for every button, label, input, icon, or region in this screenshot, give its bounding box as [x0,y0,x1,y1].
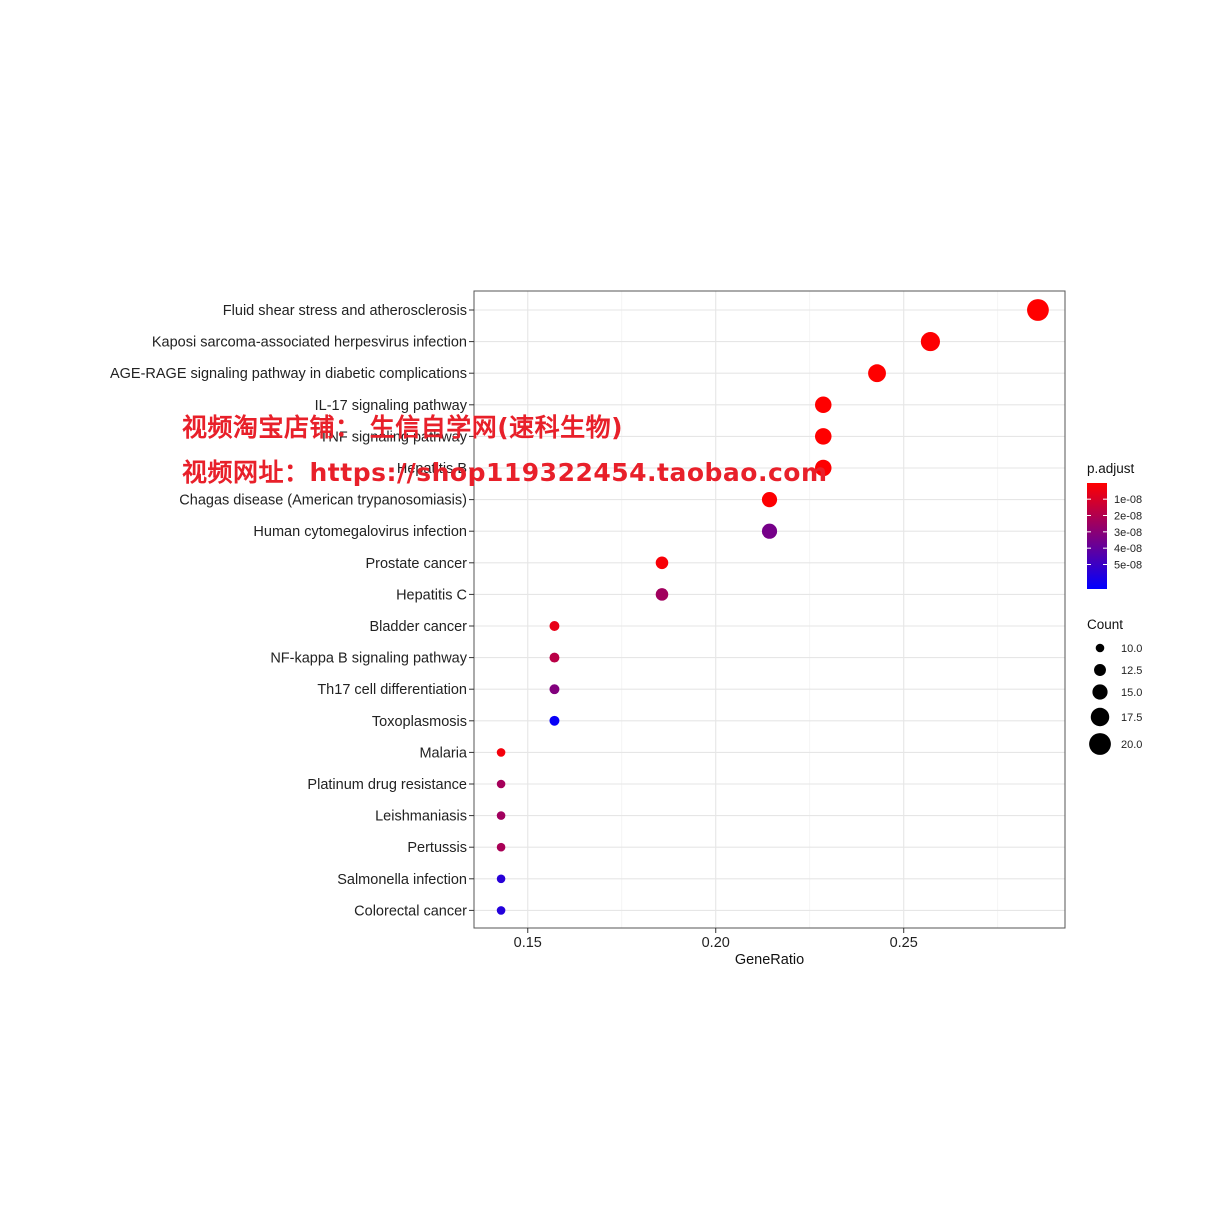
colorbar [1087,483,1107,589]
data-point [549,684,560,695]
watermark-shop: 视频淘宝店铺： 生信自学网(速科生物) [182,413,624,442]
colorbar-ticks: 1e-08 2e-08 3e-08 4e-08 5e-08 [1087,494,1142,572]
size-legend-label: 17.5 [1121,712,1142,724]
data-point [496,748,506,757]
category-label: Human cytomegalovirus infection [253,524,467,540]
colorbar-tick-label: 4e-08 [1114,543,1142,555]
size-legend-dot [1094,664,1106,676]
category-label: TNF signaling pathway [320,429,468,445]
category-label: Kaposi sarcoma-associated herpesvirus in… [152,335,467,351]
data-point [920,332,940,352]
category-axis: Fluid shear stress and atherosclerosis Ka… [110,303,474,919]
category-label: Hepatitis C [396,587,467,603]
data-point [868,364,886,383]
color-legend-title: p.adjust [1087,461,1135,476]
data-point [549,621,560,631]
category-label: Leishmaniasis [375,809,467,825]
x-axis: 0.15 0.20 0.25 [514,928,918,951]
x-tick-label: 0.15 [514,935,542,951]
category-label: Prostate cancer [365,556,467,572]
category-label: Malaria [419,745,467,761]
category-label: NF-kappa B signaling pathway [270,651,467,667]
colorbar-tick-label: 2e-08 [1114,511,1142,523]
data-point [496,811,506,820]
colorbar-tick-label: 3e-08 [1114,527,1142,539]
data-point [761,523,778,539]
size-legend-dot [1095,643,1105,653]
watermark-url: 视频网址：https://shop119322454.taobao.com [182,458,828,487]
data-point [496,906,506,915]
size-legend-title: Count [1087,617,1123,632]
colorbar-tick-label: 1e-08 [1114,494,1142,506]
category-label: Platinum drug resistance [307,777,467,793]
category-label: Toxoplasmosis [372,714,467,730]
size-legend-label: 20.0 [1121,739,1142,751]
data-points [496,299,1049,915]
category-label: Pertussis [407,840,467,856]
size-legend-keys: 10.0 12.5 15.0 17.5 20.0 [1089,643,1142,755]
data-point [496,874,506,884]
category-label: IL-17 signaling pathway [315,398,468,414]
size-legend-label: 10.0 [1121,643,1142,655]
size-legend-dot [1092,684,1108,700]
size-legend-dot [1089,733,1111,755]
category-label: AGE-RAGE signaling pathway in diabetic c… [110,366,467,382]
data-point [1027,299,1049,321]
data-point [655,588,669,601]
data-point [655,556,669,570]
data-point [815,459,832,477]
size-legend-label: 12.5 [1121,665,1142,677]
size-legend-label: 15.0 [1121,687,1142,699]
data-point [496,842,506,852]
color-legend: p.adjust 1e-08 2e-08 3e-08 4e-08 5e-08 [1087,461,1142,589]
category-label: Colorectal cancer [354,903,467,919]
x-axis-title: GeneRatio [735,952,804,968]
data-point [761,492,778,508]
size-legend: Count 10.0 12.5 15.0 17.5 20.0 [1087,617,1142,755]
data-point [549,715,560,726]
data-point [815,396,832,414]
size-legend-dot [1090,707,1110,727]
data-point [815,428,832,445]
category-label: Th17 cell differentiation [317,682,467,698]
plot-panel-border [473,290,1066,929]
x-tick-label: 0.20 [702,935,730,951]
category-label: Chagas disease (American trypanosomiasis… [179,493,467,509]
data-point [549,652,560,663]
x-tick-label: 0.25 [890,935,918,951]
category-label: Bladder cancer [369,619,467,635]
data-point [496,779,506,789]
colorbar-tick-label: 5e-08 [1114,560,1142,572]
category-label: Fluid shear stress and atherosclerosis [223,303,467,319]
category-label: Salmonella infection [337,872,467,888]
category-label: Hepatitis B [397,461,467,477]
